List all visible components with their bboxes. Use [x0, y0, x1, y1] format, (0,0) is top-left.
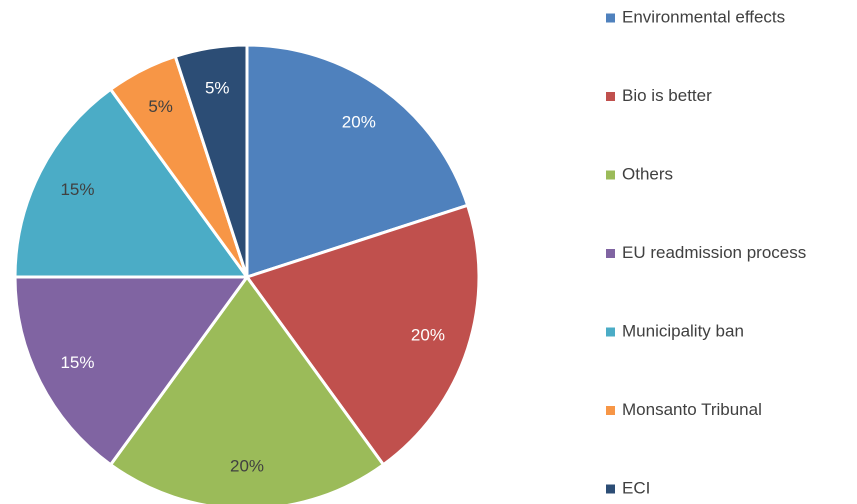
- legend-swatch: [606, 13, 615, 23]
- legend-swatch: [606, 92, 615, 101]
- pie-slice: [173, 43, 249, 278]
- legend-text: Municipality ban: [622, 321, 744, 340]
- data-label: 15%: [60, 353, 94, 372]
- legend-text: Bio is better: [622, 86, 712, 105]
- legend-text: Environmental effects: [622, 7, 785, 26]
- data-label: 20%: [230, 457, 264, 476]
- legend-swatch: [606, 406, 615, 415]
- pie-slice: [13, 275, 250, 467]
- pie-slice: [245, 43, 470, 280]
- pie-slice: [108, 274, 386, 504]
- legend-text: Monsanto Tribunal: [622, 400, 762, 419]
- data-label: 15%: [60, 180, 94, 199]
- legend-swatch: [606, 170, 615, 180]
- legend-text: EU readmission process: [622, 243, 806, 262]
- data-label: 5%: [148, 97, 173, 116]
- legend-swatch: [606, 484, 615, 494]
- pie-slice: [244, 203, 481, 467]
- legend-swatch: [606, 327, 615, 337]
- data-label: 20%: [411, 325, 445, 344]
- data-label: 20%: [342, 113, 376, 132]
- data-label: 5%: [205, 79, 230, 98]
- legend-text: Others: [622, 164, 673, 183]
- legend-text: ECI: [622, 478, 650, 497]
- pie-slice: [13, 87, 250, 279]
- legend-swatch: [606, 249, 615, 258]
